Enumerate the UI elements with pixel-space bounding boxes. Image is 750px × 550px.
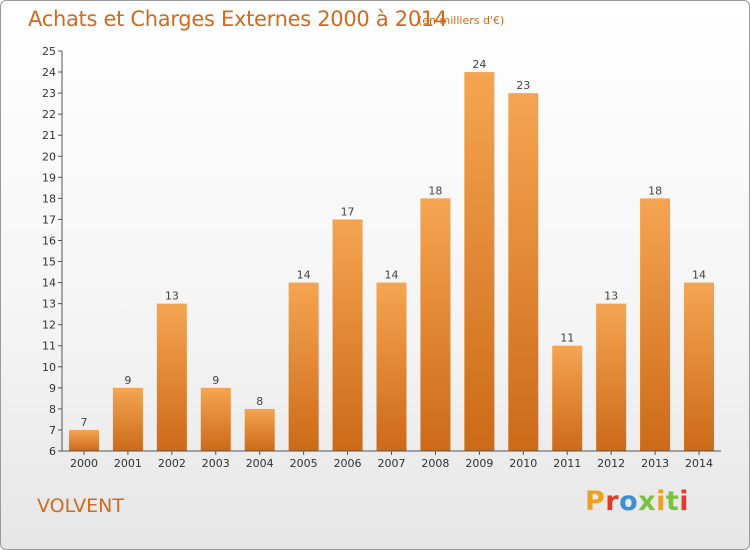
bar-2010 xyxy=(508,93,539,452)
y-tick-label: 21 xyxy=(42,129,56,142)
commune-name: VOLVENT xyxy=(37,495,124,517)
y-axis: 6 7 8 9 10 11 12 13 14 15 16 17 18 19 20 21 22 23 24 25 xyxy=(42,45,62,458)
bar-2012 xyxy=(596,303,627,451)
x-tick-label-2008: 2008 xyxy=(421,457,449,470)
data-label-2013: 18 xyxy=(648,184,662,197)
y-tick-label: 15 xyxy=(42,256,56,269)
bar-2004 xyxy=(244,408,275,451)
x-tick-label-2011: 2011 xyxy=(553,457,581,470)
y-tick-label: 8 xyxy=(49,403,56,416)
x-tick-label-2005: 2005 xyxy=(290,457,318,470)
x-tick-label-2013: 2013 xyxy=(641,457,669,470)
bar-2000 xyxy=(68,429,99,451)
data-label-2002: 13 xyxy=(165,290,179,303)
logo-letter: P xyxy=(585,486,606,517)
chart-title: Achats et Charges Externes 2000 à 2014 xyxy=(28,7,448,31)
logo-letter: r xyxy=(605,486,620,517)
bar-2001 xyxy=(112,387,143,451)
data-label-2005: 14 xyxy=(297,269,311,282)
x-tick-label-2004: 2004 xyxy=(246,457,274,470)
y-tick-label: 23 xyxy=(42,87,56,100)
x-tick-label-2010: 2010 xyxy=(509,457,537,470)
y-tick-label: 17 xyxy=(42,213,56,226)
y-tick-label: 20 xyxy=(42,150,56,163)
bar-2013 xyxy=(640,198,671,451)
chart-subtitle: (en milliers d'€) xyxy=(418,14,505,27)
proxiti-logo[interactable]: Proxiti xyxy=(585,486,689,517)
x-tick-label-2001: 2001 xyxy=(114,457,142,470)
y-tick-label: 6 xyxy=(49,445,56,458)
y-tick-label: 24 xyxy=(42,66,56,79)
data-label-2006: 17 xyxy=(341,205,355,218)
x-tick-label-2009: 2009 xyxy=(465,457,493,470)
y-tick-label: 10 xyxy=(42,361,56,374)
x-tick-label-2006: 2006 xyxy=(334,457,362,470)
y-tick-label: 18 xyxy=(42,192,56,205)
data-label-2004: 8 xyxy=(256,395,263,408)
data-label-2003: 9 xyxy=(212,374,219,387)
bars: 7 9 13 9 8 14 17 14 18 24 23 11 13 18 14 xyxy=(68,58,715,452)
x-tick-label-2012: 2012 xyxy=(597,457,625,470)
bar-2006 xyxy=(332,219,363,451)
logo-letter: t xyxy=(665,486,680,517)
logo-letter: o xyxy=(619,486,639,517)
bar-2009 xyxy=(464,72,495,451)
y-tick-label: 11 xyxy=(42,340,56,353)
data-label-2008: 18 xyxy=(428,184,442,197)
x-tick-label-2014: 2014 xyxy=(685,457,713,470)
data-label-2010: 23 xyxy=(516,79,530,92)
data-label-2007: 14 xyxy=(385,269,399,282)
logo-letter: i xyxy=(656,486,666,517)
bar-2002 xyxy=(156,303,187,451)
data-label-2014: 14 xyxy=(692,269,706,282)
y-tick-label: 22 xyxy=(42,108,56,121)
bar-2005 xyxy=(288,282,319,451)
x-tick-label-2000: 2000 xyxy=(70,457,98,470)
y-tick-label: 12 xyxy=(42,319,56,332)
bar-2003 xyxy=(200,387,231,451)
data-label-2011: 11 xyxy=(560,332,574,345)
logo-letter: i xyxy=(679,486,690,517)
data-label-2012: 13 xyxy=(604,290,618,303)
x-axis: 2000 2001 2002 2003 2004 2005 2006 2007 2008 2009… xyxy=(70,451,713,470)
data-label-2000: 7 xyxy=(80,416,87,429)
x-tick-label-2007: 2007 xyxy=(378,457,406,470)
bar-2014 xyxy=(684,282,715,451)
y-tick-label: 14 xyxy=(42,277,56,290)
data-label-2001: 9 xyxy=(124,374,131,387)
bar-2008 xyxy=(420,198,451,451)
data-label-2009: 24 xyxy=(472,58,486,71)
x-tick-label-2003: 2003 xyxy=(202,457,230,470)
y-tick-label: 13 xyxy=(42,298,56,311)
bar-2011 xyxy=(552,345,583,451)
bar-2007 xyxy=(376,282,407,451)
y-tick-label: 19 xyxy=(42,171,56,184)
y-tick-label: 7 xyxy=(49,424,56,437)
y-tick-label: 16 xyxy=(42,234,56,247)
x-tick-label-2002: 2002 xyxy=(158,457,186,470)
logo-letter: x xyxy=(638,486,657,517)
y-tick-label: 9 xyxy=(49,382,56,395)
y-tick-label: 25 xyxy=(42,45,56,58)
